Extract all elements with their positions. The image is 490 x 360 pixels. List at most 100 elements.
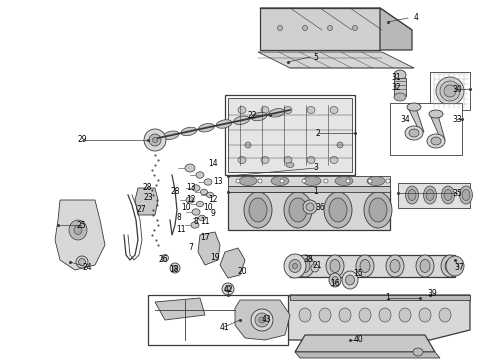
Ellipse shape bbox=[429, 110, 443, 118]
Text: 19: 19 bbox=[210, 253, 220, 262]
Text: 12: 12 bbox=[208, 195, 218, 204]
Text: 13: 13 bbox=[213, 177, 223, 186]
Ellipse shape bbox=[441, 186, 455, 204]
Ellipse shape bbox=[303, 200, 317, 214]
Ellipse shape bbox=[225, 286, 231, 292]
Ellipse shape bbox=[394, 70, 406, 80]
Ellipse shape bbox=[238, 107, 246, 113]
Ellipse shape bbox=[444, 189, 452, 201]
Bar bbox=[394, 78, 406, 96]
Text: 37: 37 bbox=[454, 262, 464, 271]
Ellipse shape bbox=[440, 81, 460, 101]
Text: 16: 16 bbox=[330, 279, 340, 288]
Text: 10: 10 bbox=[181, 202, 191, 211]
Polygon shape bbox=[228, 190, 390, 230]
Ellipse shape bbox=[330, 260, 340, 273]
Ellipse shape bbox=[326, 255, 344, 277]
Ellipse shape bbox=[196, 201, 203, 207]
Ellipse shape bbox=[170, 263, 180, 273]
Text: 24: 24 bbox=[82, 262, 92, 271]
Ellipse shape bbox=[324, 192, 352, 228]
Polygon shape bbox=[228, 186, 390, 192]
Text: 2: 2 bbox=[316, 129, 320, 138]
Ellipse shape bbox=[306, 203, 314, 211]
Ellipse shape bbox=[204, 179, 212, 185]
Ellipse shape bbox=[196, 172, 204, 178]
Text: 40: 40 bbox=[353, 336, 363, 345]
Ellipse shape bbox=[329, 198, 347, 222]
Text: 28: 28 bbox=[142, 184, 152, 193]
Ellipse shape bbox=[296, 255, 314, 277]
Text: 10: 10 bbox=[203, 202, 213, 211]
Ellipse shape bbox=[192, 185, 200, 191]
Ellipse shape bbox=[192, 209, 200, 215]
Ellipse shape bbox=[360, 260, 370, 273]
Ellipse shape bbox=[236, 179, 240, 183]
Text: 36: 36 bbox=[315, 203, 325, 212]
Ellipse shape bbox=[286, 162, 294, 167]
Ellipse shape bbox=[191, 222, 199, 228]
Polygon shape bbox=[430, 115, 445, 140]
Ellipse shape bbox=[234, 116, 249, 125]
Ellipse shape bbox=[261, 107, 269, 113]
Ellipse shape bbox=[299, 308, 311, 322]
Ellipse shape bbox=[186, 197, 194, 203]
Text: 7: 7 bbox=[189, 243, 194, 252]
Bar bbox=[148, 295, 288, 345]
Ellipse shape bbox=[359, 308, 371, 322]
Ellipse shape bbox=[441, 255, 459, 277]
Text: 17: 17 bbox=[200, 234, 210, 243]
Ellipse shape bbox=[339, 308, 351, 322]
Ellipse shape bbox=[76, 256, 88, 268]
Polygon shape bbox=[220, 248, 245, 278]
Ellipse shape bbox=[379, 308, 391, 322]
Ellipse shape bbox=[439, 308, 451, 322]
Ellipse shape bbox=[460, 186, 472, 204]
Ellipse shape bbox=[198, 215, 205, 221]
Ellipse shape bbox=[390, 260, 400, 273]
Polygon shape bbox=[290, 295, 470, 300]
Text: 1: 1 bbox=[386, 293, 391, 302]
Ellipse shape bbox=[444, 85, 456, 97]
Ellipse shape bbox=[152, 138, 157, 143]
Text: 30: 30 bbox=[452, 85, 462, 94]
Ellipse shape bbox=[261, 157, 269, 163]
Ellipse shape bbox=[238, 157, 246, 163]
Text: 31: 31 bbox=[391, 72, 401, 81]
Ellipse shape bbox=[280, 179, 284, 183]
Ellipse shape bbox=[330, 107, 338, 113]
Ellipse shape bbox=[277, 26, 283, 31]
Ellipse shape bbox=[303, 176, 321, 185]
Text: 15: 15 bbox=[353, 270, 363, 279]
Bar bbox=[390, 103, 462, 155]
Text: 18: 18 bbox=[169, 265, 179, 274]
Ellipse shape bbox=[446, 256, 464, 276]
Ellipse shape bbox=[162, 255, 169, 261]
Text: 39: 39 bbox=[427, 289, 437, 298]
Ellipse shape bbox=[409, 129, 419, 137]
Ellipse shape bbox=[300, 260, 310, 273]
Ellipse shape bbox=[406, 186, 418, 204]
Polygon shape bbox=[398, 183, 470, 208]
Ellipse shape bbox=[431, 137, 441, 145]
Ellipse shape bbox=[423, 186, 437, 204]
Polygon shape bbox=[295, 335, 435, 352]
Polygon shape bbox=[198, 232, 220, 265]
Ellipse shape bbox=[407, 103, 421, 111]
Ellipse shape bbox=[332, 276, 338, 284]
Text: 42: 42 bbox=[223, 285, 233, 294]
Bar bbox=[290, 255, 455, 277]
Ellipse shape bbox=[259, 317, 265, 323]
Ellipse shape bbox=[251, 309, 273, 331]
Ellipse shape bbox=[368, 179, 372, 183]
Text: 41: 41 bbox=[219, 323, 229, 332]
Ellipse shape bbox=[245, 142, 251, 148]
Ellipse shape bbox=[408, 189, 416, 201]
Ellipse shape bbox=[307, 107, 315, 113]
Ellipse shape bbox=[78, 258, 85, 266]
Ellipse shape bbox=[345, 275, 354, 285]
Ellipse shape bbox=[394, 93, 406, 101]
Text: 21: 21 bbox=[312, 261, 322, 270]
Ellipse shape bbox=[172, 266, 177, 270]
Ellipse shape bbox=[271, 176, 289, 185]
